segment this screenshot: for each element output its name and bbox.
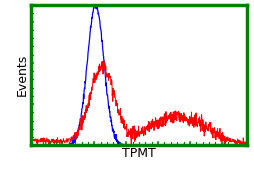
X-axis label: TPMT: TPMT <box>122 147 155 160</box>
Y-axis label: Events: Events <box>16 54 29 96</box>
